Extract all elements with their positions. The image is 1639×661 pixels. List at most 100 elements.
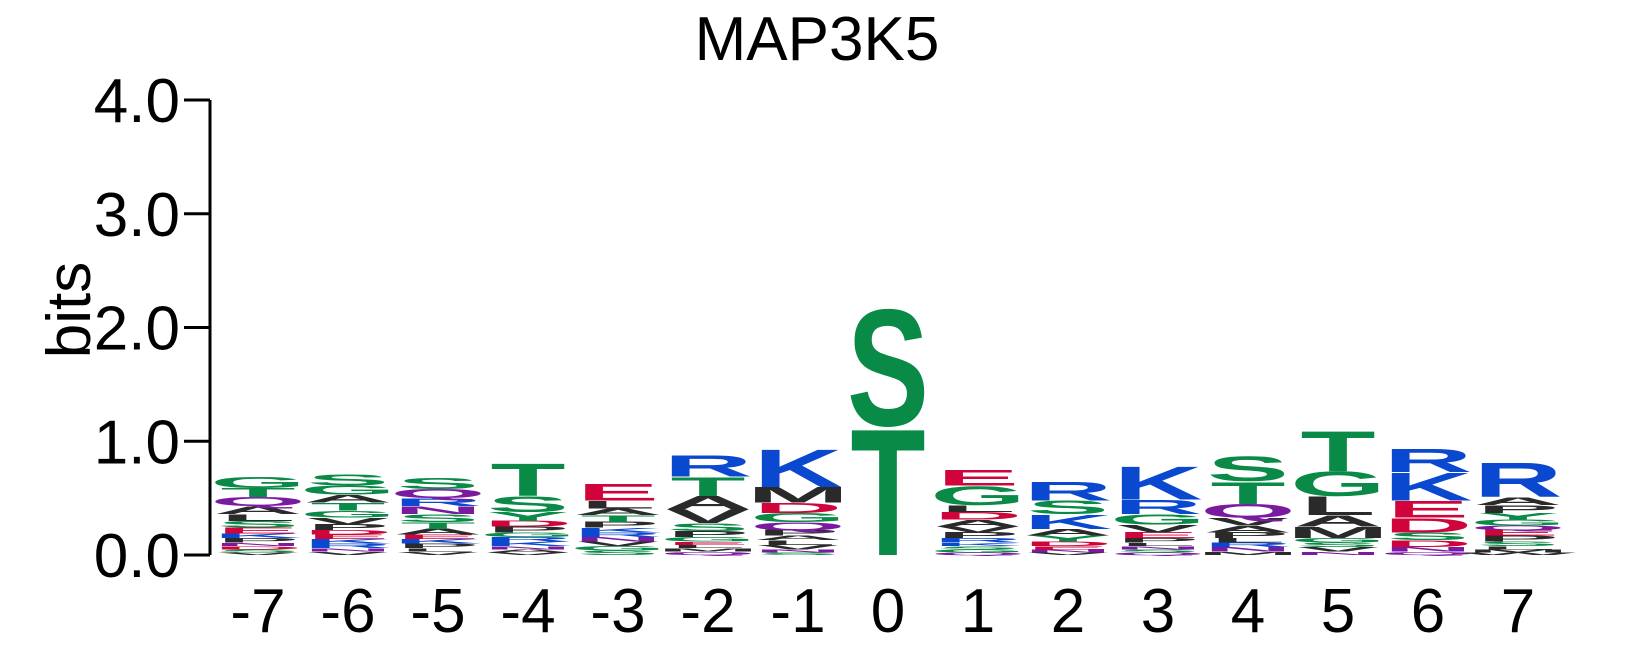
logo-letter: R	[1114, 495, 1203, 518]
logo-letter: V	[397, 551, 479, 556]
logo-letter: D	[1024, 540, 1113, 547]
x-tick-label: -2	[680, 577, 735, 646]
logo-letter: R	[484, 536, 573, 543]
y-tick-label: 4.0	[94, 67, 180, 136]
logo-letter: S	[847, 275, 929, 462]
logo-letter: G	[930, 548, 1026, 553]
logo-letter: Y	[487, 509, 569, 523]
logo-letter: K	[484, 540, 573, 547]
logo-letter: P	[217, 537, 299, 544]
logo-letter: Q	[1110, 552, 1206, 556]
logo-letter: P	[1117, 537, 1199, 544]
logo-letter: N	[484, 545, 573, 550]
logo-letter: G	[750, 511, 846, 525]
x-tick-label: 2	[1051, 577, 1085, 646]
logo-letter: N	[304, 547, 393, 552]
x-tick-label: 5	[1321, 577, 1355, 646]
x-tick-label: 0	[871, 577, 905, 646]
logo-letter: S	[1477, 540, 1559, 547]
logo-letter: N	[394, 504, 483, 516]
logo-letter: A	[754, 535, 843, 542]
logo-letter: P	[1477, 503, 1559, 515]
logo-letter: T	[1210, 475, 1285, 510]
logo-letter: T	[220, 485, 295, 499]
logo-letter: N	[754, 548, 843, 553]
logo-letter: A	[304, 493, 393, 505]
logo-letter: S	[577, 549, 659, 556]
logo-letter: R	[1204, 541, 1293, 548]
logo-letter: E	[1117, 531, 1199, 540]
logo-letter: Q	[390, 487, 486, 501]
logo-letter: R	[1024, 476, 1113, 506]
logo-letter: V	[1117, 522, 1199, 534]
x-tick-label: 6	[1411, 577, 1445, 646]
logo-letter: K	[934, 542, 1023, 547]
logo-letter: A	[1024, 527, 1113, 538]
logo-letter: T	[670, 471, 745, 501]
logo-letter: S	[397, 475, 479, 493]
logo-letter: D	[1384, 513, 1473, 536]
logo-letter: D	[934, 510, 1023, 522]
logo-letter: T	[400, 520, 475, 531]
logo-letter: G	[570, 545, 666, 552]
logo-letter: S	[1117, 548, 1199, 553]
logo-letter: V	[577, 540, 659, 547]
logo-letter: D	[214, 545, 303, 550]
logo-letter: S	[487, 492, 569, 517]
logo-letter: N	[1204, 546, 1293, 553]
y-axis-title: bits	[35, 262, 104, 358]
logo-letter: M	[1287, 524, 1389, 542]
logo-letter: S	[397, 512, 479, 524]
logo-letter: G	[930, 480, 1026, 510]
logo-letter: S	[667, 521, 749, 533]
logo-letter: G	[210, 474, 306, 492]
logo-letter: G	[480, 531, 576, 538]
logo-letter: K	[1384, 465, 1473, 509]
logo-letter: G	[300, 509, 396, 520]
logo-letter: R	[1474, 452, 1563, 507]
logo-letter: K	[1114, 456, 1203, 509]
chart-title: MAP3K5	[695, 5, 940, 74]
logo-letter: S	[1027, 497, 1109, 518]
logo-letter: N	[574, 536, 663, 543]
logo-letter: W	[1460, 552, 1576, 556]
logo-letter: R	[394, 496, 483, 508]
logo-letter: L	[1480, 545, 1555, 550]
logo-letter: E	[217, 526, 299, 535]
logo-letter: A	[394, 527, 483, 536]
y-tick-label: 2.0	[94, 295, 180, 364]
logo-letter: E	[1027, 545, 1109, 550]
logo-letter: P	[757, 529, 839, 538]
logo-letter: A	[664, 492, 753, 513]
logo-letter: A	[484, 548, 573, 553]
logo-stack-pos-0: TS	[847, 275, 929, 594]
logo-letter: S	[1297, 541, 1379, 548]
logo-letter: L	[400, 547, 475, 552]
logo-letter: L	[670, 544, 745, 549]
logo-letter: N	[1024, 548, 1113, 553]
x-tick-label: -1	[770, 577, 825, 646]
logo-letter: D	[304, 529, 393, 536]
logo-letter: A	[934, 518, 1023, 529]
x-tick-label: -7	[230, 577, 285, 646]
logo-letter: P	[487, 525, 569, 534]
logo-letter: G	[1470, 518, 1566, 527]
logo-letter: V	[487, 552, 569, 556]
logo-letter: S	[757, 552, 839, 556]
logo-letter: T	[580, 513, 655, 524]
logo-letter: E	[667, 540, 749, 545]
logo-letter: N	[1294, 551, 1383, 556]
y-tick-label: 0.0	[94, 522, 180, 591]
logo-letter: S	[307, 471, 389, 489]
logo-letter: L	[580, 498, 655, 510]
logo-letter: D	[484, 519, 573, 528]
logo-letter: N	[1384, 546, 1473, 553]
